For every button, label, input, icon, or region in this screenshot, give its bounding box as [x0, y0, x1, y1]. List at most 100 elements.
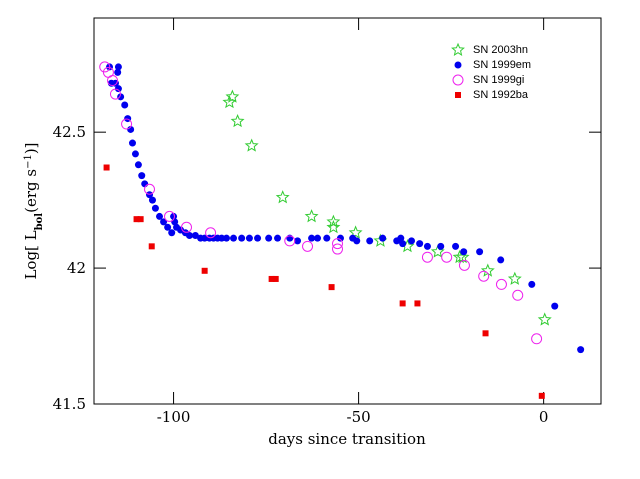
- data-point: [336, 234, 344, 242]
- data-point: [308, 234, 316, 242]
- legend-marker: [452, 74, 464, 86]
- data-point: [353, 237, 361, 245]
- data-point: [265, 234, 273, 242]
- y-label-part: (erg s: [22, 169, 40, 213]
- data-point: [476, 248, 484, 256]
- legend-marker: [451, 42, 465, 56]
- data-point: [114, 63, 122, 71]
- data-point: [218, 234, 226, 242]
- data-point: [138, 172, 146, 180]
- data-point: [121, 118, 133, 130]
- data-point: [181, 221, 193, 233]
- data-point: [399, 300, 406, 307]
- data-point: [127, 125, 135, 133]
- data-point: [458, 259, 470, 271]
- data-point: [366, 237, 374, 245]
- data-point: [497, 256, 505, 264]
- x-tick-label: -100: [157, 408, 191, 426]
- legend-marker: [455, 92, 461, 98]
- data-point: [437, 242, 445, 250]
- legend-label: SN 1999em: [473, 59, 531, 71]
- x-tick-label: -50: [347, 408, 371, 426]
- data-point: [332, 238, 344, 250]
- data-point: [117, 93, 125, 101]
- data-point: [114, 68, 122, 76]
- data-point: [222, 234, 230, 242]
- data-point: [244, 138, 259, 152]
- data-point: [151, 204, 159, 212]
- data-point: [416, 240, 424, 248]
- data-point: [302, 240, 314, 252]
- data-point: [326, 214, 341, 228]
- data-point: [397, 234, 405, 242]
- data-point: [254, 234, 262, 242]
- data-point: [272, 275, 279, 282]
- data-point: [201, 267, 208, 274]
- data-point: [577, 346, 585, 354]
- data-point: [332, 243, 344, 255]
- data-point: [482, 330, 489, 337]
- data-point: [164, 223, 172, 231]
- data-point: [160, 218, 168, 226]
- data-point: [230, 234, 238, 242]
- data-point: [121, 101, 129, 109]
- data-point: [452, 242, 460, 250]
- data-point: [268, 275, 275, 282]
- data-point: [528, 280, 536, 288]
- data-point: [531, 333, 543, 345]
- data-point: [201, 234, 209, 242]
- y-tick-label: 42.5: [53, 123, 86, 141]
- data-point: [314, 234, 322, 242]
- y-tick-label: 42: [67, 259, 86, 277]
- data-point: [230, 114, 245, 128]
- legend-label: SN 1999gi: [473, 74, 524, 86]
- data-point: [348, 225, 363, 239]
- data-point: [107, 75, 119, 87]
- data-point: [537, 312, 552, 326]
- data-point: [170, 212, 178, 220]
- y-label-sub: bol: [34, 213, 45, 231]
- data-point: [478, 270, 490, 282]
- x-tick-label: 0: [539, 408, 549, 426]
- data-point: [148, 243, 155, 250]
- y-axis-label: Log[ Lbol(erg s−1)]: [22, 142, 45, 279]
- data-point: [137, 216, 144, 223]
- data-point: [168, 229, 176, 237]
- data-point: [430, 244, 445, 258]
- data-point: [495, 278, 507, 290]
- data-point: [379, 234, 387, 242]
- data-point: [275, 190, 290, 204]
- data-point: [225, 89, 240, 103]
- data-point: [144, 183, 156, 195]
- legend-label: SN 2003hn: [473, 44, 528, 56]
- data-point: [538, 392, 545, 399]
- data-point: [185, 231, 193, 239]
- plot-frame: [93, 17, 602, 405]
- data-point: [304, 209, 319, 223]
- data-point: [408, 237, 416, 245]
- data-point: [294, 237, 302, 245]
- data-point: [414, 300, 421, 307]
- data-point: [156, 212, 164, 220]
- data-point: [328, 284, 335, 291]
- data-point: [131, 150, 139, 158]
- data-point: [323, 234, 331, 242]
- data-point: [238, 234, 246, 242]
- y-label-part: Log[ L: [22, 230, 40, 279]
- data-point: [163, 210, 175, 222]
- data-point: [141, 180, 149, 188]
- data-point: [421, 251, 433, 263]
- data-point: [284, 235, 296, 247]
- data-point: [103, 164, 110, 171]
- data-point: [148, 196, 156, 204]
- x-axis-label: days since transition: [268, 430, 426, 448]
- data-point: [455, 249, 470, 264]
- data-point: [99, 61, 111, 73]
- data-point: [399, 240, 407, 248]
- data-point: [133, 216, 140, 223]
- y-label-sup: −1: [23, 154, 34, 169]
- y-tick-label: 41.5: [53, 395, 86, 413]
- data-point: [460, 248, 468, 256]
